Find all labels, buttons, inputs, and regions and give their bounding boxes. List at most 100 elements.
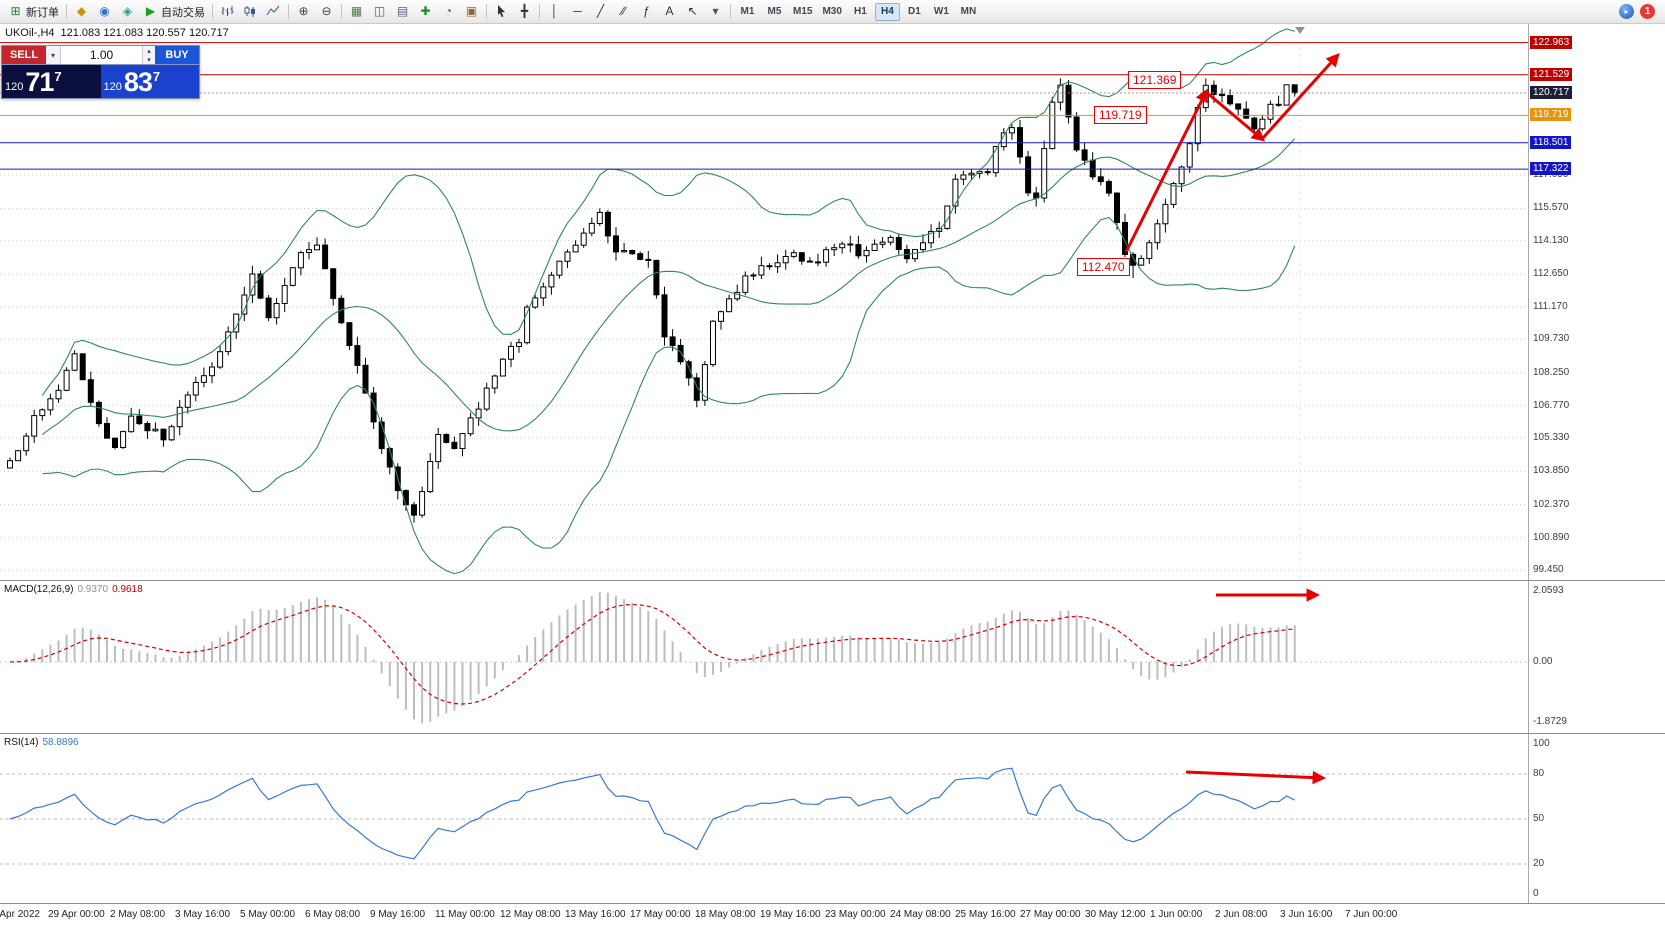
timeframe-m15-button[interactable]: M15 — [793, 6, 813, 17]
sell-price-display[interactable]: 120 71 7 — [2, 65, 101, 98]
price-chart-canvas[interactable] — [0, 24, 1528, 580]
chart-ohlc-header: UKOil-,H4 121.083 121.083 120.557 120.717 — [5, 27, 235, 39]
macd-panel-separator[interactable] — [0, 580, 1665, 581]
timeframe-mn-button[interactable]: MN — [960, 6, 977, 17]
auto-trading-button[interactable]: ▶ 自动交易 — [139, 2, 209, 22]
toolbar-right: ▸ 1 — [1619, 4, 1655, 19]
time-axis-label: 18 May 08:00 — [695, 909, 756, 920]
sell-price-sup: 7 — [54, 69, 62, 84]
channel-tool-button[interactable]: ∕∕ — [612, 2, 635, 22]
annotation-price-box[interactable]: 112.470 — [1077, 258, 1130, 276]
volume-down-button[interactable]: ▾ — [143, 55, 155, 64]
rsi-axis-label: 20 — [1533, 858, 1545, 869]
macd-label: MACD(12,26,9) 0.9370 0.9618 — [4, 584, 143, 595]
vertical-line-tool-button[interactable]: │ — [543, 2, 566, 22]
rsi-panel-separator[interactable] — [0, 733, 1665, 734]
price-line-label: 122.963 — [1530, 35, 1573, 49]
sell-button[interactable]: SELL — [2, 46, 46, 64]
templates-button[interactable]: ▣ — [460, 2, 483, 22]
timeframe-h1-button[interactable]: H1 — [854, 6, 867, 17]
fibonacci-tool-button[interactable]: ƒ — [635, 2, 658, 22]
tile-windows-button[interactable]: ▤ — [391, 2, 414, 22]
channel-tool-icon: ∕∕ — [621, 4, 626, 18]
macd-axis-label: -1.8729 — [1533, 716, 1567, 727]
tools-dropdown-button[interactable]: ▾ — [704, 2, 727, 22]
arrows-tool-icon: ↖ — [687, 4, 698, 18]
bar-chart-type-button[interactable] — [216, 2, 239, 22]
tools-dropdown-icon: ▾ — [712, 4, 719, 18]
price-axis-grid-label: 99.450 — [1533, 564, 1564, 576]
buy-button[interactable]: BUY — [155, 46, 199, 64]
profiles-button[interactable]: ◫ — [368, 2, 391, 22]
community-icon[interactable]: ▸ — [1619, 4, 1634, 19]
price-line-label: 119.719 — [1530, 108, 1572, 122]
market-watch-icon-button[interactable]: ◉ — [93, 2, 116, 22]
periods-icon: ◔ — [444, 4, 453, 18]
timeframe-m30-button[interactable]: M30 — [822, 6, 842, 17]
new-order-button[interactable]: ⊞ 新订单 — [4, 2, 63, 22]
price-axis[interactable]: 117.050115.570114.130112.650111.170109.7… — [1528, 24, 1665, 940]
toolbar-separator — [486, 4, 487, 19]
zoom-out-button[interactable]: ⊖ — [315, 2, 338, 22]
price-axis-grid-label: 103.850 — [1533, 465, 1570, 477]
price-axis-grid-label: 106.770 — [1533, 399, 1570, 411]
time-axis-label: 29 Apr 2022 — [0, 909, 40, 920]
new-chart-button[interactable]: ▦ — [345, 2, 368, 22]
vertical-line-tool-icon: │ — [550, 4, 559, 18]
price-line-label: 117.322 — [1530, 162, 1572, 176]
time-axis-label: 12 May 08:00 — [500, 909, 561, 920]
text-tool-icon: A — [665, 4, 674, 18]
timeframe-w1-button[interactable]: W1 — [933, 6, 949, 17]
price-axis-grid-label: 100.890 — [1533, 531, 1570, 543]
timeframe-m1-button[interactable]: M1 — [740, 6, 755, 17]
crosshair-button[interactable]: ╋ — [513, 2, 536, 22]
zoom-in-button[interactable]: ⊕ — [292, 2, 315, 22]
symbol-period-label: UKOil-,H4 — [5, 27, 55, 39]
volume-dropdown-button[interactable]: ▾ — [46, 46, 61, 64]
macd-panel-canvas[interactable] — [0, 581, 1528, 733]
volume-input[interactable]: 1.00 — [61, 46, 142, 64]
volume-up-button[interactable]: ▴ — [143, 46, 155, 55]
annotation-price-box[interactable]: 121.369 — [1128, 71, 1182, 89]
periods-button[interactable]: ◔ — [437, 2, 460, 22]
price-line-label: 118.501 — [1530, 135, 1572, 149]
rsi-axis-label: 80 — [1533, 768, 1545, 779]
time-axis-label: 6 May 08:00 — [305, 909, 361, 920]
text-tool-button[interactable]: A — [658, 2, 681, 22]
candlestick-chart-type-button[interactable] — [239, 2, 262, 22]
market-watch-icon-icon: ◉ — [99, 4, 110, 18]
symbols-icon-button[interactable]: ◆ — [70, 2, 93, 22]
horizontal-line-tool-icon: ─ — [573, 4, 582, 18]
refresh-data-icon-button[interactable]: ◈ — [116, 2, 139, 22]
line-chart-type-button[interactable] — [262, 2, 285, 22]
rsi-axis-label: 0 — [1533, 888, 1539, 899]
trendline-tool-button[interactable]: ╱ — [589, 2, 612, 22]
price-axis-grid-label: 105.330 — [1533, 432, 1570, 444]
zoom-out-icon: ⊖ — [321, 4, 332, 18]
indicators-button[interactable]: ✚ — [414, 2, 437, 22]
timeframe-h4-button[interactable]: H4 — [874, 2, 900, 21]
rsi-axis-label: 50 — [1533, 813, 1545, 824]
annotation-price-box[interactable]: 119.719 — [1094, 106, 1147, 124]
notification-badge[interactable]: 1 — [1640, 4, 1655, 19]
toolbar-buttons: ⊞ 新订单 ◆ ◉ ◈ ▶ 自动交易 ⊕ ⊖ ▦ ◫ ▤ ✚ ◔ ▣ ╋ │ ─ ╱ ∕∕ ƒ A ↖ ▾ — [4, 2, 734, 22]
refresh-data-icon-icon: ◈ — [122, 4, 133, 18]
symbols-icon-icon: ◆ — [76, 4, 87, 18]
time-axis-label: 17 May 00:00 — [630, 909, 691, 920]
time-axis-label: 3 May 16:00 — [175, 909, 231, 920]
timeframe-m5-button[interactable]: M5 — [767, 6, 782, 17]
time-axis[interactable]: 29 Apr 2022 29 Apr 00:00 2 May 08:00 3 May … — [0, 903, 1665, 940]
arrows-tool-button[interactable]: ↖ — [681, 2, 704, 22]
timeframe-d1-button[interactable]: D1 — [908, 6, 921, 17]
sell-price-big: 71 — [25, 67, 54, 97]
buy-price-display[interactable]: 120 83 7 — [100, 65, 199, 98]
time-axis-label: 29 Apr 00:00 — [48, 909, 105, 920]
rsi-panel-canvas[interactable] — [0, 734, 1528, 903]
macd-main-value: 0.9370 — [77, 584, 109, 595]
cursor-button[interactable] — [490, 2, 513, 22]
price-axis-grid-label: 109.730 — [1533, 333, 1570, 345]
buy-price-big: 83 — [123, 67, 153, 97]
horizontal-line-tool-button[interactable]: ─ — [566, 2, 589, 22]
buy-price-sup: 7 — [152, 69, 161, 84]
